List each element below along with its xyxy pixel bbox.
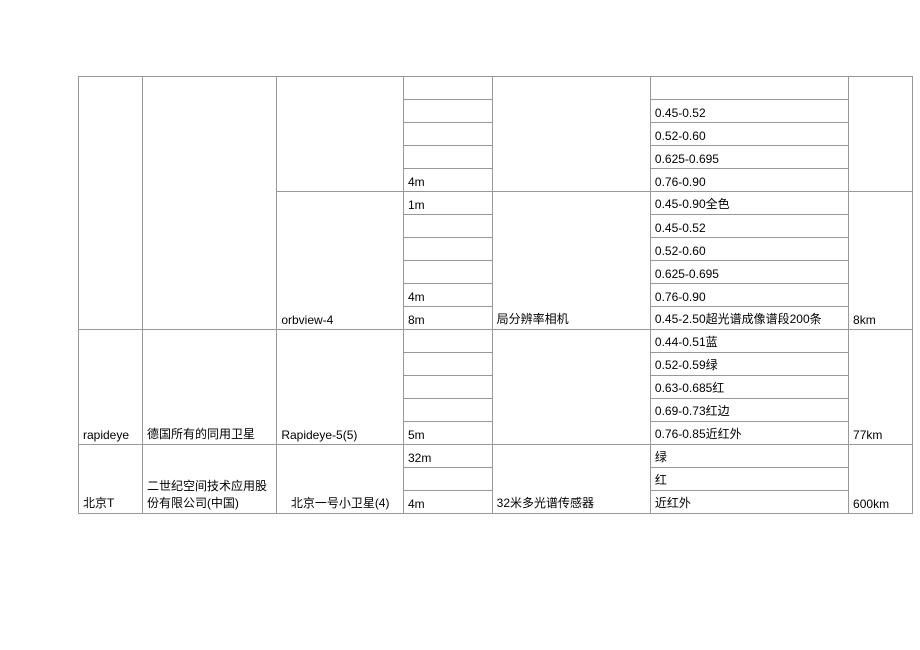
- cell-model: 北京一号小卫星(4): [277, 445, 404, 514]
- cell-band: 红: [650, 468, 848, 491]
- cell-res: [403, 215, 492, 238]
- cell-swath: 600km: [849, 445, 913, 514]
- cell-name: 北京T: [79, 445, 143, 514]
- table-row: rapideye 德国所有的同用卫星 Rapideye-5(5) 0.44-0.…: [79, 330, 913, 353]
- cell-sensor: 局分辨率相机: [492, 192, 650, 330]
- cell-res: 5m: [403, 422, 492, 445]
- cell-band: [650, 77, 848, 100]
- cell-res: [403, 77, 492, 100]
- cell-band: 0.45-2.50超光谱成像谱段200条: [650, 307, 848, 330]
- cell-res: [403, 123, 492, 146]
- cell-band: 近红外: [650, 491, 848, 514]
- cell-res: [403, 468, 492, 491]
- cell-swath: [849, 77, 913, 192]
- cell-model: orbview-4: [277, 192, 404, 330]
- cell-swath: 8km: [849, 192, 913, 330]
- cell-band: 0.44-0.51蓝: [650, 330, 848, 353]
- cell-res: 8m: [403, 307, 492, 330]
- cell-res: [403, 100, 492, 123]
- cell-res: [403, 238, 492, 261]
- table-row: 北京T 二世纪空间技术应用股份有限公司(中国) 北京一号小卫星(4) 32m 3…: [79, 445, 913, 468]
- cell-band: 0.76-0.90: [650, 284, 848, 307]
- cell-res: [403, 399, 492, 422]
- cell-band: 绿: [650, 445, 848, 468]
- cell-res: 4m: [403, 284, 492, 307]
- cell-band: 0.45-0.52: [650, 215, 848, 238]
- cell-band: 0.52-0.60: [650, 238, 848, 261]
- cell-band: 0.45-0.52: [650, 100, 848, 123]
- cell-res: [403, 353, 492, 376]
- cell-res: [403, 376, 492, 399]
- cell-name: rapideye: [79, 330, 143, 445]
- cell-res: [403, 330, 492, 353]
- cell-res: 1m: [403, 192, 492, 215]
- cell-owner: 德国所有的同用卫星: [142, 330, 276, 445]
- cell-res: 4m: [403, 169, 492, 192]
- cell-band: 0.76-0.85近红外: [650, 422, 848, 445]
- cell-sensor: [492, 330, 650, 445]
- cell-sensor: 32米多光谱传感器: [492, 445, 650, 514]
- satellite-spec-table: 0.45-0.52 0.52-0.60 0.625-0.695 4m 0.76-…: [78, 76, 913, 514]
- cell-owner: 二世纪空间技术应用股份有限公司(中国): [142, 445, 276, 514]
- cell-res: [403, 146, 492, 169]
- cell-band: 0.625-0.695: [650, 146, 848, 169]
- table-row: [79, 77, 913, 100]
- cell-res: [403, 261, 492, 284]
- cell-owner: [142, 77, 276, 330]
- cell-res: 4m: [403, 491, 492, 514]
- cell-band: 0.52-0.59绿: [650, 353, 848, 376]
- cell-band: 0.625-0.695: [650, 261, 848, 284]
- cell-band: 0.76-0.90: [650, 169, 848, 192]
- cell-model: [277, 77, 404, 192]
- cell-sensor: [492, 77, 650, 192]
- cell-model: Rapideye-5(5): [277, 330, 404, 445]
- cell-swath: 77km: [849, 330, 913, 445]
- cell-band: 0.45-0.90全色: [650, 192, 848, 215]
- cell-band: 0.52-0.60: [650, 123, 848, 146]
- cell-res: 32m: [403, 445, 492, 468]
- cell-band: 0.63-0.685红: [650, 376, 848, 399]
- cell-band: 0.69-0.73红边: [650, 399, 848, 422]
- cell-name: [79, 77, 143, 330]
